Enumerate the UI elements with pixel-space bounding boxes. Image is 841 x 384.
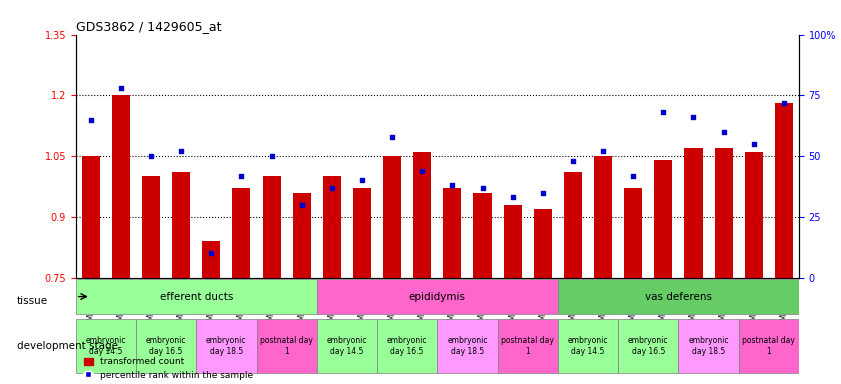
Point: [265, 153, 278, 159]
Point: [657, 109, 670, 116]
FancyBboxPatch shape: [679, 319, 738, 373]
Bar: [232, 189, 251, 278]
Point: [145, 153, 158, 159]
Point: [295, 202, 309, 208]
FancyBboxPatch shape: [136, 319, 196, 373]
Point: [385, 134, 399, 140]
FancyBboxPatch shape: [558, 319, 618, 373]
Point: [355, 177, 368, 184]
Text: embryonic
day 14.5: embryonic day 14.5: [326, 336, 368, 356]
Text: embryonic
day 18.5: embryonic day 18.5: [688, 336, 729, 356]
Text: embryonic
day 16.5: embryonic day 16.5: [145, 336, 187, 356]
Point: [717, 129, 730, 135]
Bar: [473, 192, 491, 278]
Bar: [594, 156, 612, 278]
FancyBboxPatch shape: [76, 280, 317, 314]
Bar: [504, 205, 521, 278]
Bar: [443, 189, 462, 278]
Point: [114, 85, 128, 91]
Bar: [654, 160, 673, 278]
Point: [566, 158, 579, 164]
Text: embryonic
day 18.5: embryonic day 18.5: [206, 336, 246, 356]
Text: postnatal day
1: postnatal day 1: [501, 336, 554, 356]
Point: [687, 114, 701, 120]
Point: [627, 172, 640, 179]
Bar: [172, 172, 190, 278]
Text: efferent ducts: efferent ducts: [160, 291, 233, 301]
Text: vas deferens: vas deferens: [645, 291, 712, 301]
Text: embryonic
day 14.5: embryonic day 14.5: [86, 336, 126, 356]
FancyBboxPatch shape: [437, 319, 498, 373]
Point: [747, 141, 760, 147]
FancyBboxPatch shape: [317, 280, 558, 314]
Bar: [112, 95, 130, 278]
Bar: [82, 156, 100, 278]
Text: development stage: development stage: [17, 341, 118, 351]
Point: [777, 99, 791, 106]
Bar: [142, 176, 160, 278]
Point: [235, 172, 248, 179]
FancyBboxPatch shape: [618, 319, 679, 373]
Point: [174, 148, 188, 154]
Text: GDS3862 / 1429605_at: GDS3862 / 1429605_at: [76, 20, 221, 33]
Point: [415, 167, 429, 174]
FancyBboxPatch shape: [498, 319, 558, 373]
Bar: [293, 192, 311, 278]
Bar: [715, 148, 733, 278]
FancyBboxPatch shape: [738, 319, 799, 373]
FancyBboxPatch shape: [76, 319, 136, 373]
Text: embryonic
day 18.5: embryonic day 18.5: [447, 336, 488, 356]
Text: postnatal day
1: postnatal day 1: [743, 336, 796, 356]
Text: epididymis: epididymis: [409, 291, 466, 301]
FancyBboxPatch shape: [196, 319, 257, 373]
Bar: [624, 189, 643, 278]
Text: embryonic
day 14.5: embryonic day 14.5: [568, 336, 608, 356]
Point: [325, 185, 339, 191]
Text: tissue: tissue: [17, 296, 48, 306]
Point: [446, 182, 459, 188]
Bar: [534, 209, 552, 278]
Text: embryonic
day 16.5: embryonic day 16.5: [628, 336, 669, 356]
FancyBboxPatch shape: [558, 280, 799, 314]
Text: embryonic
day 16.5: embryonic day 16.5: [387, 336, 427, 356]
Point: [536, 189, 549, 195]
FancyBboxPatch shape: [377, 319, 437, 373]
Bar: [323, 176, 341, 278]
Bar: [383, 156, 401, 278]
FancyBboxPatch shape: [257, 319, 317, 373]
Bar: [563, 172, 582, 278]
Bar: [775, 103, 793, 278]
Bar: [202, 241, 220, 278]
Text: postnatal day
1: postnatal day 1: [260, 336, 313, 356]
Point: [84, 117, 98, 123]
Point: [476, 185, 489, 191]
Bar: [744, 152, 763, 278]
Point: [596, 148, 610, 154]
Bar: [685, 148, 702, 278]
Bar: [353, 189, 371, 278]
Legend: transformed count, percentile rank within the sample: transformed count, percentile rank withi…: [80, 354, 257, 383]
Point: [506, 194, 520, 200]
Bar: [262, 176, 281, 278]
Bar: [413, 152, 431, 278]
FancyBboxPatch shape: [317, 319, 377, 373]
Point: [204, 250, 218, 257]
